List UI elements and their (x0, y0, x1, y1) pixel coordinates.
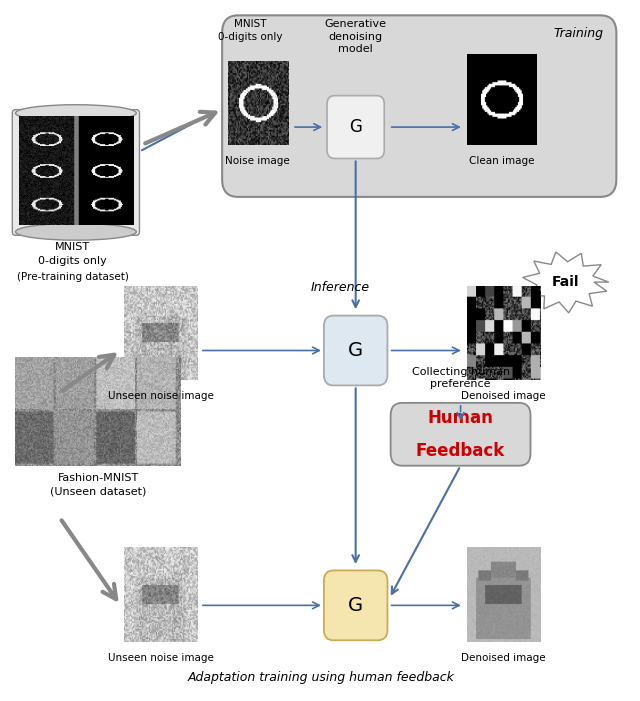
Text: Fashion-MNIST: Fashion-MNIST (58, 472, 139, 483)
Text: Training: Training (554, 27, 604, 40)
FancyBboxPatch shape (12, 109, 140, 236)
Text: Fail: Fail (552, 275, 579, 289)
Text: Generative
denoising
model: Generative denoising model (324, 19, 387, 55)
Text: MNIST
0-digits only: MNIST 0-digits only (218, 19, 283, 42)
Ellipse shape (15, 224, 136, 240)
Text: 0-digits only: 0-digits only (38, 257, 107, 266)
Text: Adaptation training using human feedback: Adaptation training using human feedback (188, 672, 454, 684)
Text: Human: Human (428, 409, 493, 426)
Text: (Unseen dataset): (Unseen dataset) (50, 486, 147, 496)
Text: Collecting human
preference: Collecting human preference (412, 367, 509, 389)
Text: Noise image: Noise image (225, 156, 289, 166)
Text: (Pre-training dataset): (Pre-training dataset) (17, 272, 129, 283)
FancyBboxPatch shape (222, 15, 616, 197)
FancyBboxPatch shape (324, 571, 387, 640)
FancyBboxPatch shape (324, 315, 387, 386)
Text: Unseen noise image: Unseen noise image (108, 391, 213, 401)
FancyBboxPatch shape (327, 95, 384, 158)
Text: MNIST: MNIST (55, 243, 90, 252)
Text: Feedback: Feedback (416, 442, 505, 460)
Polygon shape (523, 252, 609, 313)
Text: G: G (348, 596, 364, 615)
Text: G: G (348, 341, 364, 360)
Text: G: G (349, 118, 362, 136)
Text: Inference: Inference (310, 281, 369, 294)
Text: Unseen noise image: Unseen noise image (108, 653, 213, 663)
Text: Clean image: Clean image (469, 156, 534, 166)
Ellipse shape (15, 104, 136, 121)
Text: Denoised image: Denoised image (461, 653, 546, 663)
Text: Denoised image: Denoised image (461, 391, 546, 401)
FancyBboxPatch shape (390, 403, 531, 465)
